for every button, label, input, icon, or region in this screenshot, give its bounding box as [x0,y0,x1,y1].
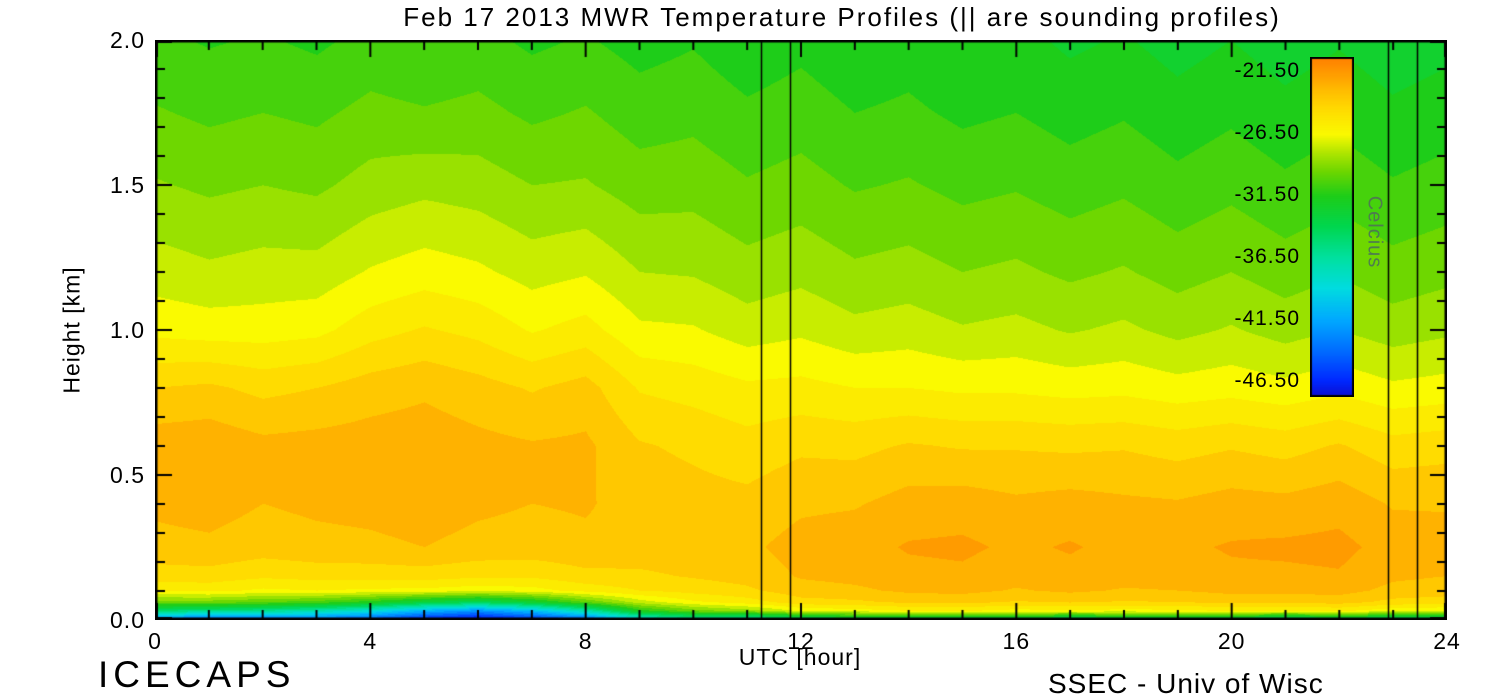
x-tick-label: 16 [1002,628,1031,654]
y-tick-label: 0.5 [110,462,145,488]
y-tick-label: 2.0 [110,27,145,53]
x-tick-label: 24 [1433,628,1461,654]
y-axis-title: Height [km] [58,266,85,394]
x-axis-title: UTC [hour] [738,644,862,670]
x-tick-label: 0 [148,628,162,654]
y-tick-label: 1.5 [110,172,145,198]
temperature-heatmap-canvas [155,40,1447,620]
y-tick-label: 1.0 [110,317,145,343]
credit-label: SSEC - Univ of Wisc [1048,668,1324,699]
x-tick-label: 4 [363,628,378,654]
project-label: ICECAPS [98,654,296,695]
chart-title: Feb 17 2013 MWR Temperature Profiles (||… [403,2,1281,32]
y-tick-label: 0.0 [110,607,145,633]
x-tick-label: 8 [578,628,593,654]
colorbar-gradient [1310,57,1354,397]
x-tick-label: 20 [1217,628,1246,654]
colorbar-title: Celcius [1363,195,1386,269]
